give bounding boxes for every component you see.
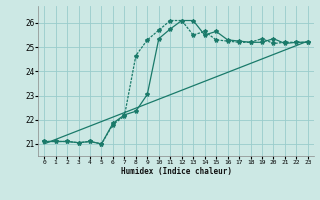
- X-axis label: Humidex (Indice chaleur): Humidex (Indice chaleur): [121, 167, 231, 176]
